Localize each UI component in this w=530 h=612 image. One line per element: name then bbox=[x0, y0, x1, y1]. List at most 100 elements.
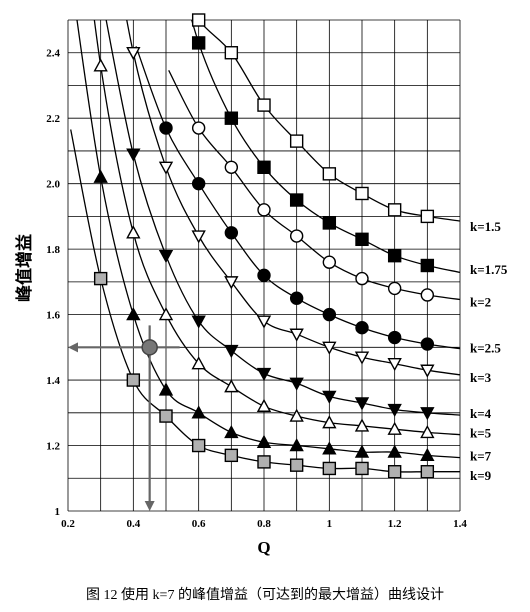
data-point-marker bbox=[355, 320, 369, 335]
data-point-marker bbox=[387, 358, 402, 372]
data-point-marker bbox=[126, 47, 141, 61]
data-point-marker bbox=[420, 424, 435, 439]
data-point-marker bbox=[191, 176, 206, 191]
series-line bbox=[76, 20, 460, 459]
y-tick-label: 1.4 bbox=[46, 375, 60, 387]
data-point-marker bbox=[256, 434, 272, 448]
data-point-marker bbox=[256, 367, 272, 381]
data-point-marker bbox=[387, 248, 402, 263]
data-point-marker bbox=[289, 438, 304, 452]
x-tick-label: 0.6 bbox=[192, 518, 206, 530]
data-point-marker bbox=[224, 344, 239, 359]
data-point-marker bbox=[387, 403, 402, 417]
y-tick-label: 1 bbox=[55, 506, 61, 518]
data-point-marker bbox=[257, 203, 271, 217]
arrow-head-left bbox=[68, 342, 78, 353]
series-label: k=1.75 bbox=[470, 262, 508, 277]
data-point-marker bbox=[126, 148, 141, 162]
data-point-marker bbox=[355, 461, 369, 476]
tick-labels: 0.2 0.4 0.6 0.8 1 1.2 1.4 1 1.2 1.4 1.6 1.8 2.0 2.2 2.… bbox=[46, 48, 467, 530]
data-point-marker bbox=[158, 249, 174, 264]
data-point-marker bbox=[354, 418, 370, 432]
data-point-marker bbox=[191, 36, 206, 50]
data-point-marker bbox=[289, 458, 304, 472]
data-point-marker bbox=[387, 421, 402, 435]
data-point-marker bbox=[224, 379, 239, 393]
data-point-marker bbox=[159, 409, 173, 423]
data-point-marker bbox=[126, 225, 141, 239]
data-point-marker bbox=[420, 407, 435, 421]
data-point-marker bbox=[257, 160, 271, 175]
data-point-marker bbox=[289, 291, 304, 305]
x-tick-label: 1 bbox=[327, 518, 333, 530]
data-point-marker bbox=[322, 415, 337, 429]
data-point-marker bbox=[420, 258, 435, 273]
data-point-marker bbox=[289, 328, 304, 342]
data-point-marker bbox=[224, 160, 239, 175]
x-tick-label: 0.8 bbox=[257, 518, 271, 530]
design-point-marker bbox=[141, 339, 158, 356]
data-point-marker bbox=[354, 397, 370, 411]
data-point-marker bbox=[191, 405, 206, 419]
data-point-marker bbox=[224, 448, 239, 463]
data-point-marker bbox=[322, 390, 337, 404]
data-point-marker bbox=[354, 351, 370, 365]
data-point-marker bbox=[191, 13, 206, 27]
x-tick-label: 0.2 bbox=[61, 518, 75, 530]
data-point-marker bbox=[158, 161, 174, 175]
data-point-marker bbox=[158, 382, 174, 396]
x-tick-label: 1.2 bbox=[388, 518, 402, 530]
data-point-marker bbox=[224, 46, 239, 60]
data-point-marker bbox=[289, 408, 304, 422]
data-point-marker bbox=[191, 356, 206, 370]
figure-caption: 图 12 使用 k=7 的峰值增益（可达到的最大增益）曲线设计 bbox=[86, 588, 444, 603]
y-tick-label: 1.2 bbox=[46, 441, 60, 453]
design-point-annotation bbox=[68, 325, 180, 511]
y-tick-label: 1.8 bbox=[46, 244, 60, 256]
x-axis-title: Q bbox=[257, 538, 270, 557]
data-point-marker bbox=[224, 226, 239, 240]
series-label: k=9 bbox=[470, 468, 492, 483]
data-point-marker bbox=[355, 186, 369, 201]
data-point-marker bbox=[387, 444, 402, 458]
data-point-marker bbox=[420, 364, 435, 378]
data-point-marker bbox=[420, 209, 435, 224]
data-point-marker bbox=[322, 307, 337, 322]
x-tick-label: 1.4 bbox=[453, 518, 467, 530]
data-point-marker bbox=[126, 373, 141, 387]
data-point-marker bbox=[354, 444, 370, 458]
data-point-marker bbox=[257, 455, 271, 469]
data-point-marker bbox=[191, 121, 206, 135]
data-point-marker bbox=[289, 134, 304, 148]
data-point-marker bbox=[93, 169, 108, 183]
data-point-marker bbox=[289, 377, 304, 391]
data-point-marker bbox=[387, 330, 402, 345]
data-point-marker bbox=[159, 121, 173, 135]
series-label: k=5 bbox=[470, 425, 492, 440]
y-tick-label: 2.0 bbox=[46, 179, 60, 191]
series-labels: k=1.5 k=1.75 k=2 k=2.5 k=3 k=4 k=5 k=7 k=9 bbox=[470, 219, 508, 483]
data-point-marker bbox=[420, 288, 435, 302]
markers bbox=[93, 13, 435, 479]
data-point-marker bbox=[93, 271, 108, 286]
data-point-marker bbox=[322, 167, 337, 181]
data-point-marker bbox=[289, 229, 304, 243]
data-point-marker bbox=[420, 337, 435, 351]
series-label: k=2.5 bbox=[470, 340, 501, 355]
data-point-marker bbox=[256, 398, 272, 412]
data-point-marker bbox=[256, 315, 272, 329]
arrow-head-down bbox=[144, 501, 155, 511]
data-point-marker bbox=[257, 268, 271, 283]
peak-gain-chart: 0.2 0.4 0.6 0.8 1 1.2 1.4 1 1.2 1.4 1.6 1.8 2.0 2.2 2.… bbox=[14, 13, 508, 557]
data-point-marker bbox=[420, 465, 435, 479]
data-point-marker bbox=[322, 216, 337, 230]
y-tick-label: 2.2 bbox=[46, 113, 60, 125]
data-point-marker bbox=[191, 315, 206, 329]
y-tick-label: 2.4 bbox=[46, 48, 60, 60]
data-point-marker bbox=[387, 281, 402, 296]
series-label: k=4 bbox=[470, 406, 492, 421]
series-line bbox=[168, 69, 460, 301]
data-point-marker bbox=[420, 447, 435, 462]
y-tick-label: 1.6 bbox=[46, 310, 60, 322]
data-point-marker bbox=[191, 438, 206, 453]
